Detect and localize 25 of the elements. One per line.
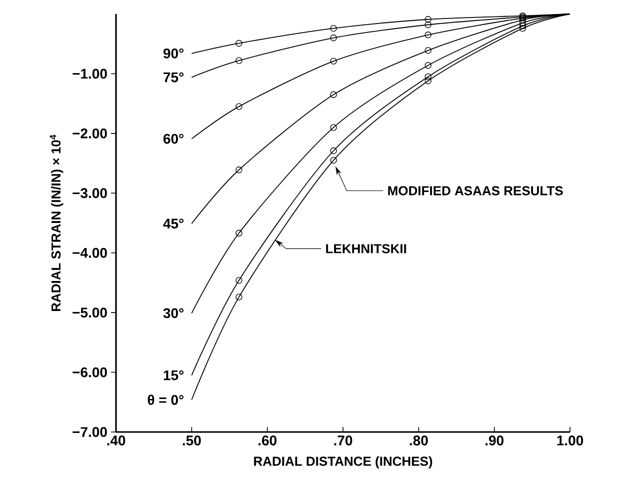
y-tick-label: −5.00: [72, 308, 107, 318]
series-label: 30°: [163, 308, 184, 318]
series-label: 75°: [164, 72, 184, 82]
y-tick-label: −2.00: [72, 128, 107, 138]
y-tick-label: −1.00: [72, 68, 107, 79]
y-axis-title: RADIAL STRAIN (IN/IN) × 10$^{4}$: [50, 134, 64, 312]
y-tick-label: −4.00: [72, 248, 107, 258]
y-tick-label: −6.00: [72, 367, 107, 378]
series-label: 45°: [163, 218, 184, 229]
x-tick-label: .80: [410, 436, 428, 446]
annotation: MODIFIED ASAAS RESULTS: [388, 186, 563, 196]
x-tick-label: .40: [107, 436, 126, 446]
y-tick-label: −3.00: [72, 188, 107, 198]
annotation: LEKHNITSKII: [326, 244, 406, 254]
x-tick-label: .90: [486, 436, 504, 446]
series-label: 60°: [163, 134, 184, 144]
series-label: 90°: [163, 48, 184, 58]
series-label: θ = 0°: [148, 394, 184, 405]
x-tick-label: 1.00: [557, 436, 584, 446]
x-axis-title: RADIAL DISTANCE (INCHES): [254, 456, 432, 468]
x-tick-label: .70: [334, 436, 352, 446]
x-tick-label: .50: [182, 436, 201, 446]
y-tick-label: −7.00: [72, 427, 107, 437]
series-label: 15°: [164, 370, 184, 380]
x-tick-label: .60: [258, 436, 276, 446]
